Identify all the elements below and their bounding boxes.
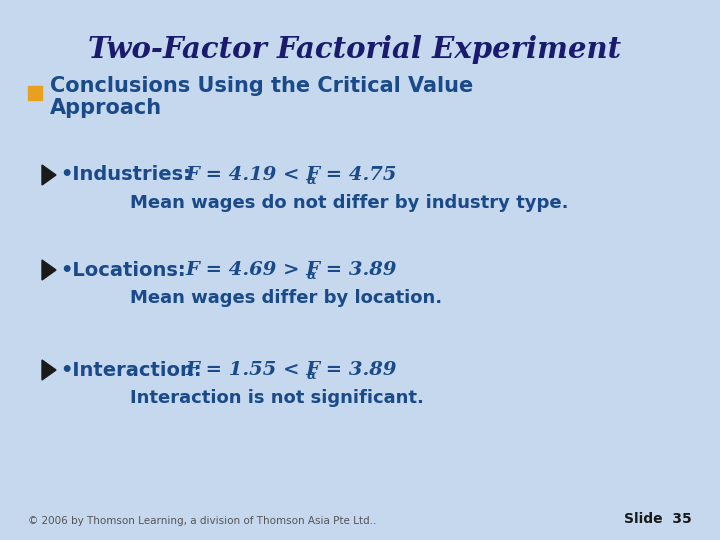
Bar — [28, 86, 42, 100]
Text: Interaction is not significant.: Interaction is not significant. — [130, 389, 424, 407]
Text: Conclusions Using the Critical Value: Conclusions Using the Critical Value — [50, 76, 473, 96]
Text: F = 4.69 > F: F = 4.69 > F — [185, 261, 320, 279]
Polygon shape — [42, 165, 56, 185]
Text: Approach: Approach — [50, 98, 162, 118]
Text: Two-Factor Factorial Experiment: Two-Factor Factorial Experiment — [89, 35, 621, 64]
Text: •Locations:: •Locations: — [60, 260, 186, 280]
Text: = 3.89: = 3.89 — [319, 361, 397, 379]
Text: α: α — [307, 368, 317, 381]
Text: Mean wages differ by location.: Mean wages differ by location. — [130, 289, 442, 307]
Text: α: α — [307, 268, 317, 281]
Text: Mean wages do not differ by industry type.: Mean wages do not differ by industry typ… — [130, 194, 569, 212]
Polygon shape — [42, 260, 56, 280]
Text: © 2006 by Thomson Learning, a division of Thomson Asia Pte Ltd..: © 2006 by Thomson Learning, a division o… — [28, 516, 377, 526]
Text: = 3.89: = 3.89 — [319, 261, 397, 279]
Text: •Industries:: •Industries: — [60, 165, 191, 185]
Polygon shape — [42, 360, 56, 380]
Text: F = 4.19 < F: F = 4.19 < F — [185, 166, 320, 184]
Text: α: α — [307, 173, 317, 186]
Text: F = 1.55 < F: F = 1.55 < F — [185, 361, 320, 379]
Text: = 4.75: = 4.75 — [319, 166, 397, 184]
Text: Slide  35: Slide 35 — [624, 512, 692, 526]
Text: •Interaction:: •Interaction: — [60, 361, 202, 380]
